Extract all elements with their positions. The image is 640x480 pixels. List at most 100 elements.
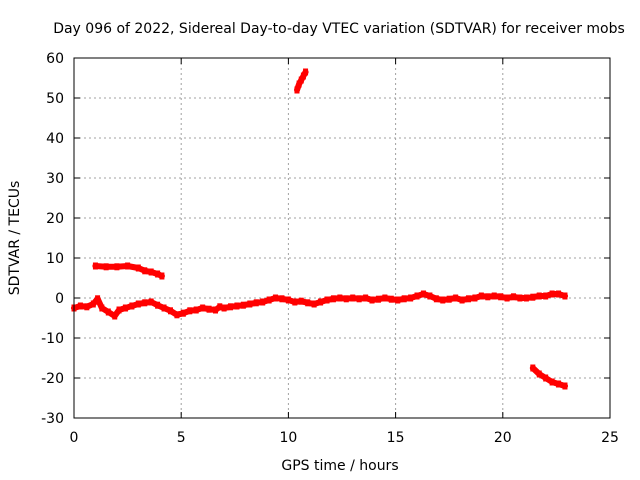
data-point [472,294,478,302]
y-tick-label: -30 [41,411,64,427]
y-tick-label: 60 [46,51,64,67]
data-point [148,298,154,306]
data-point [234,302,240,310]
x-axis-label: GPS time / hours [281,458,398,474]
data-point [318,298,324,306]
data-point [292,298,298,306]
data-point [273,294,279,302]
data-point [125,262,131,270]
data-point [433,295,439,303]
data-point [459,296,465,304]
y-tick-label: 50 [46,91,64,107]
data-point [161,304,167,312]
data-point [562,382,568,390]
data-point [174,311,180,319]
data-point [543,374,549,382]
data-point [228,303,234,311]
y-axis-label: SDTVAR / TECUs [7,181,23,296]
data-point [485,293,491,301]
data-point [247,300,253,308]
data-point [427,292,433,300]
data-point [504,294,510,302]
data-point [478,292,484,300]
data-point [266,296,272,304]
data-point [556,290,562,298]
plot-frame [73,57,611,419]
y-tick-label: 20 [46,211,64,227]
x-tick-label: 20 [494,430,512,446]
x-tick-label: 0 [70,430,79,446]
data-point [530,293,536,301]
data-point [446,295,452,303]
data-point [382,294,388,302]
data-point [517,294,523,302]
data-point [200,304,206,312]
series-group [71,68,568,390]
data-point [116,306,122,314]
data-point [440,296,446,304]
data-point [465,295,471,303]
data-point [135,300,141,308]
data-point [187,307,193,315]
data-point [363,294,369,302]
data-point [135,264,141,272]
data-point [105,308,111,316]
data-point [420,290,426,298]
data-point [142,299,148,307]
data-point [84,303,90,311]
y-tick-label: 0 [55,291,64,307]
data-point [99,304,105,312]
data-point [155,270,161,278]
data-point [92,262,98,270]
data-point [350,294,356,302]
data-point [217,303,223,311]
data-point [536,370,542,378]
data-point [305,299,311,307]
data-point [296,80,302,88]
x-tick-label: 5 [177,430,186,446]
data-point [498,293,504,301]
data-point [142,267,148,275]
data-point [414,292,420,300]
data-point [213,306,219,314]
data-point [369,296,375,304]
data-point [375,295,381,303]
y-tick-label: 30 [46,171,64,187]
data-point [556,380,562,388]
data-point [395,296,401,304]
data-point [112,312,118,320]
x-axis: 0 5 10 15 20 25 [70,58,619,446]
y-tick-label: -20 [41,371,64,387]
data-point [549,290,555,298]
data-point [193,306,199,314]
data-point [155,301,161,309]
data-point [536,292,542,300]
data-point [294,86,300,94]
data-point [240,301,246,309]
data-point [279,295,285,303]
data-point [167,307,173,315]
data-point [549,378,555,386]
data-point [511,293,517,301]
data-point [253,299,259,307]
data-point [180,309,186,317]
y-tick-label: 40 [46,131,64,147]
data-point [103,263,109,271]
data-point [408,294,414,302]
data-point [260,298,266,306]
data-point [95,295,101,303]
data-point [401,295,407,303]
data-point [298,76,304,84]
y-axis: -30 -20 -10 0 10 20 30 40 50 60 [41,51,610,427]
data-point [122,304,128,312]
data-point [159,272,165,280]
data-point [303,68,309,76]
x-tick-label: 15 [387,430,405,446]
data-point [300,72,306,80]
data-point [77,302,83,310]
data-point [206,305,212,313]
data-point [298,297,304,305]
data-point [90,300,96,308]
data-point [388,295,394,303]
